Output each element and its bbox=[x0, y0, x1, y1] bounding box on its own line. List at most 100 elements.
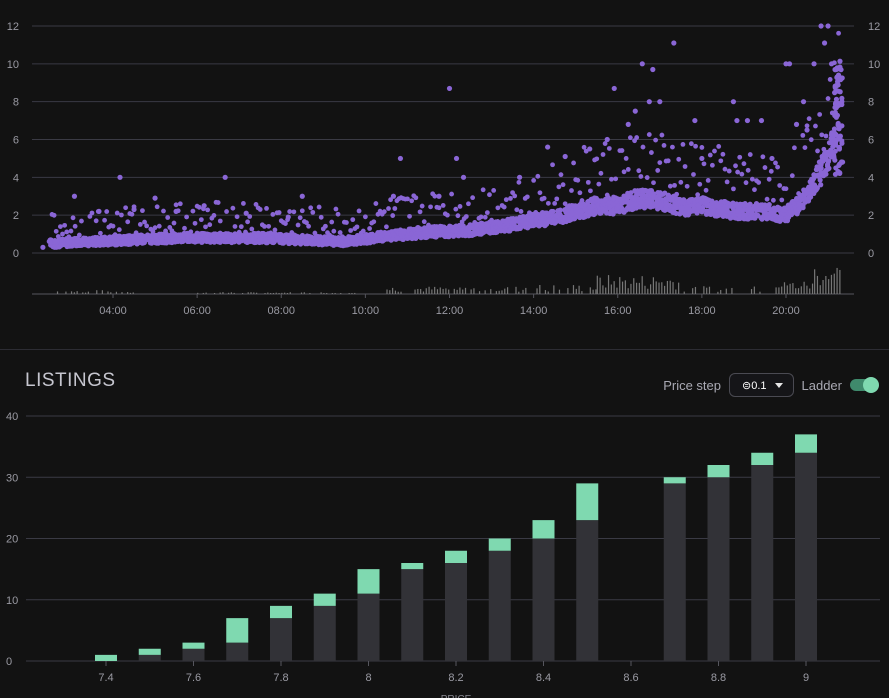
scatter-point bbox=[730, 99, 737, 105]
volume-bar bbox=[558, 289, 561, 294]
scatter-point bbox=[793, 121, 800, 127]
price-step-select[interactable]: ⊜0.1 bbox=[729, 373, 794, 397]
scatter-point bbox=[299, 193, 305, 199]
volume-bar bbox=[459, 287, 461, 294]
scatter-point bbox=[598, 170, 604, 176]
listings-y-tick: 20 bbox=[6, 534, 18, 546]
scatter-point bbox=[773, 160, 778, 166]
bar-base bbox=[401, 569, 424, 661]
scatter-point bbox=[818, 165, 824, 171]
scatter-point bbox=[535, 173, 541, 179]
scatter-point bbox=[161, 208, 166, 214]
scatter-point bbox=[163, 228, 168, 234]
scatter-point bbox=[514, 207, 520, 213]
scatter-point bbox=[413, 195, 419, 201]
scatter-point bbox=[474, 221, 480, 227]
scatter-point bbox=[144, 223, 150, 229]
volume-bar bbox=[247, 292, 249, 294]
scatter-point bbox=[743, 180, 749, 186]
scatter-point bbox=[808, 137, 814, 143]
scatter-point bbox=[517, 174, 523, 180]
scatter-point bbox=[428, 204, 433, 210]
scatter-point bbox=[53, 228, 59, 234]
volume-bar bbox=[270, 293, 272, 294]
volume-bar bbox=[778, 287, 780, 294]
scatter-point bbox=[230, 205, 236, 211]
scatter-point bbox=[775, 164, 780, 170]
scatter-point bbox=[524, 194, 530, 200]
volume-bar bbox=[814, 269, 816, 294]
volume-bar bbox=[73, 292, 75, 294]
listings-y-tick: 30 bbox=[6, 472, 18, 484]
scatter-point bbox=[747, 152, 753, 157]
volume-bar bbox=[518, 291, 520, 294]
listings-title: LISTINGS bbox=[25, 370, 116, 391]
volume-bar bbox=[495, 291, 497, 294]
scatter-point bbox=[432, 193, 438, 199]
scatter-point bbox=[520, 219, 526, 224]
volume-bar bbox=[717, 291, 719, 294]
ladder-toggle[interactable] bbox=[850, 377, 879, 393]
scatter-point bbox=[769, 155, 775, 162]
scatter-point bbox=[390, 193, 397, 199]
volume-bar bbox=[348, 293, 350, 294]
volume-bar bbox=[286, 293, 289, 294]
volume-bars bbox=[56, 267, 841, 294]
scatter-point bbox=[440, 203, 446, 208]
scatter-point bbox=[735, 169, 741, 175]
volume-bar bbox=[340, 293, 342, 294]
scatter-point bbox=[832, 101, 839, 107]
scatter-point bbox=[720, 151, 726, 157]
scatter-point bbox=[240, 201, 246, 206]
scatter-point bbox=[733, 163, 738, 169]
scatter-point bbox=[611, 194, 616, 200]
scatter-point bbox=[89, 210, 95, 216]
scatter-point bbox=[832, 157, 838, 163]
volume-bar bbox=[596, 275, 598, 294]
listings-x-tick: 7.8 bbox=[273, 672, 288, 684]
trades-controls-clipped bbox=[630, 0, 889, 8]
volume-bar bbox=[678, 282, 680, 294]
scatter-point bbox=[806, 116, 812, 122]
volume-bar bbox=[320, 292, 322, 294]
volume-bar bbox=[599, 277, 601, 294]
scatter-point bbox=[651, 180, 656, 186]
scatter-point bbox=[356, 208, 362, 214]
scatter-point bbox=[392, 206, 398, 211]
volume-bar bbox=[725, 288, 727, 294]
scatter-point bbox=[826, 165, 832, 171]
scatter-point bbox=[657, 160, 663, 165]
volume-bar bbox=[759, 291, 761, 294]
scatter-point bbox=[836, 144, 842, 151]
listings-x-tick: 8.6 bbox=[623, 672, 638, 684]
scatter-point bbox=[76, 232, 82, 238]
scatter-point bbox=[367, 226, 372, 231]
volume-bar bbox=[65, 291, 67, 294]
scatter-point bbox=[236, 229, 242, 235]
volume-bar bbox=[222, 292, 224, 294]
scatter-point bbox=[739, 171, 745, 177]
volume-bar bbox=[786, 285, 788, 294]
volume-bar bbox=[708, 286, 711, 294]
volume-bar bbox=[107, 291, 109, 294]
scatter-point bbox=[397, 155, 404, 162]
volume-bar bbox=[420, 289, 422, 294]
volume-bar bbox=[428, 286, 430, 294]
listings-panel: LISTINGS Price step ⊜0.1 Ladder 0 10 20 30 4… bbox=[0, 350, 889, 698]
scatter-point bbox=[714, 200, 719, 205]
scatter-point bbox=[667, 183, 673, 189]
volume-bar bbox=[525, 287, 527, 294]
scatter-point bbox=[457, 204, 463, 209]
scatter-point bbox=[224, 209, 229, 214]
volume-bar bbox=[386, 289, 388, 294]
scatter-point bbox=[487, 192, 492, 198]
volume-bar bbox=[462, 289, 464, 294]
volume-bar bbox=[253, 292, 255, 294]
trades-y-tick-left: 8 bbox=[13, 97, 19, 109]
bar-top bbox=[532, 520, 555, 539]
scatter-point bbox=[339, 234, 345, 239]
scatter-point bbox=[615, 196, 621, 202]
scatter-point bbox=[335, 211, 341, 217]
volume-bar bbox=[110, 292, 112, 294]
scatter-point bbox=[453, 155, 460, 162]
